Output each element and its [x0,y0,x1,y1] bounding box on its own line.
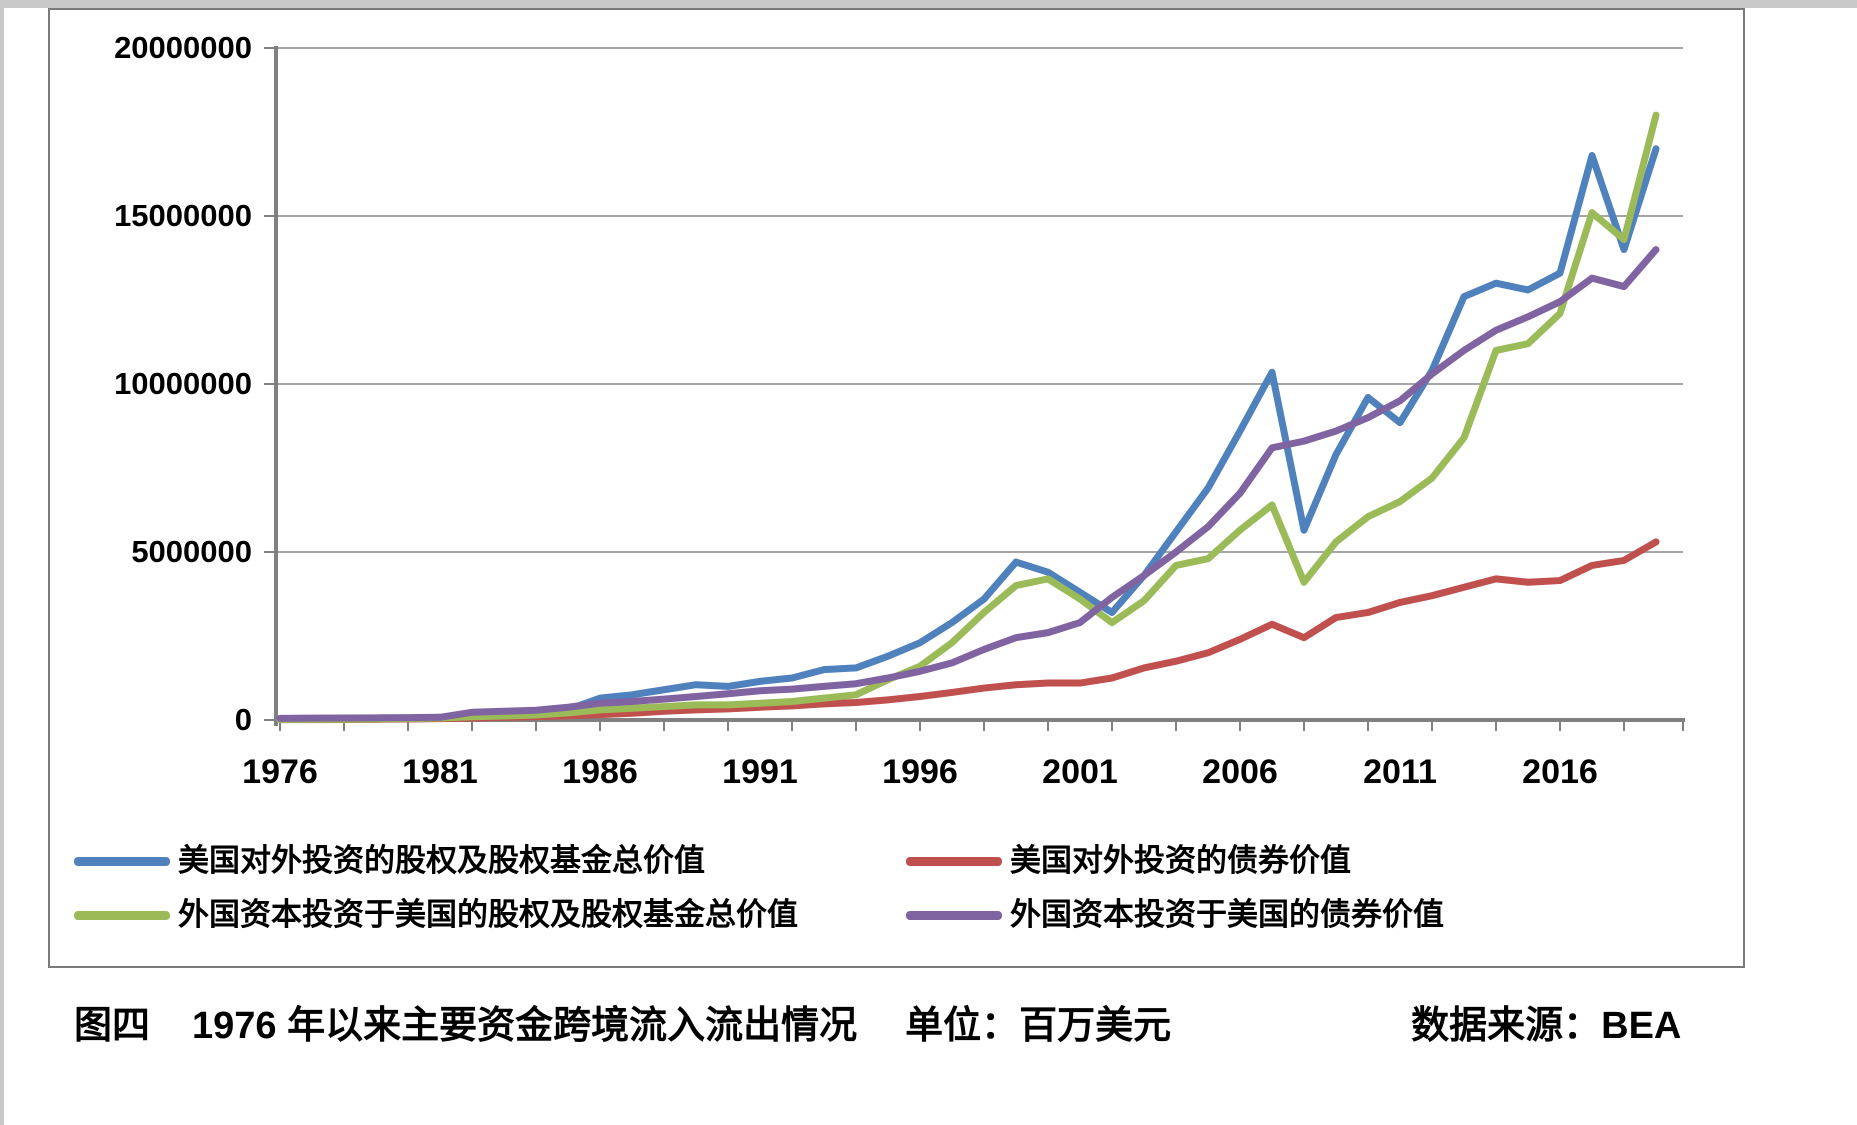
y-axis-label: 20000000 [114,30,252,65]
legend-swatch-foreign-equity [74,911,170,920]
page-edge-top-strip [0,0,1857,8]
x-axis-label: 1996 [882,753,958,791]
x-axis-label: 1976 [242,753,318,791]
chart-frame [48,8,1745,968]
caption-unit: 单位：百万美元 [905,1005,1172,1047]
x-axis-label: 1986 [562,753,638,791]
x-axis-label: 1981 [402,753,478,791]
caption-source: 数据来源：BEA [1411,1005,1682,1047]
legend-label-foreign-bond: 外国资本投资于美国的债券价值 [1010,897,1444,932]
x-axis-label: 2016 [1522,753,1598,791]
legend-label-foreign-equity: 外国资本投资于美国的股权及股权基金总价值 [178,897,798,932]
x-axis-label: 2001 [1042,753,1118,791]
y-axis-label: 15000000 [114,198,252,233]
series-line-3 [276,246,1660,722]
y-axis-label: 10000000 [114,366,252,401]
legend-swatch-us-bond [906,857,1002,866]
legend-swatch-us-equity [74,857,170,866]
caption-title: 1976 年以来主要资金跨境流入流出情况 [192,1005,858,1047]
y-axis-label: 5000000 [131,534,252,569]
x-axis-label: 2011 [1363,753,1437,791]
series-line-2 [276,111,1660,723]
page-edge-left-strip [0,0,4,1125]
caption: 图四 1976 年以来主要资金跨境流入流出情况 单位：百万美元 数据来源：BEA [74,1002,1834,1050]
legend-label-us-bond: 美国对外投资的债券价值 [1010,843,1351,878]
series-line-0 [276,145,1660,723]
legend-swatch-foreign-bond [906,911,1002,920]
x-axis-label: 2006 [1202,753,1278,791]
y-axis-label: 0 [234,702,252,737]
legend-label-us-equity: 美国对外投资的股权及股权基金总价值 [178,843,705,878]
x-axis-label: 1991 [722,753,798,791]
caption-figure-label: 图四 [74,1005,151,1047]
